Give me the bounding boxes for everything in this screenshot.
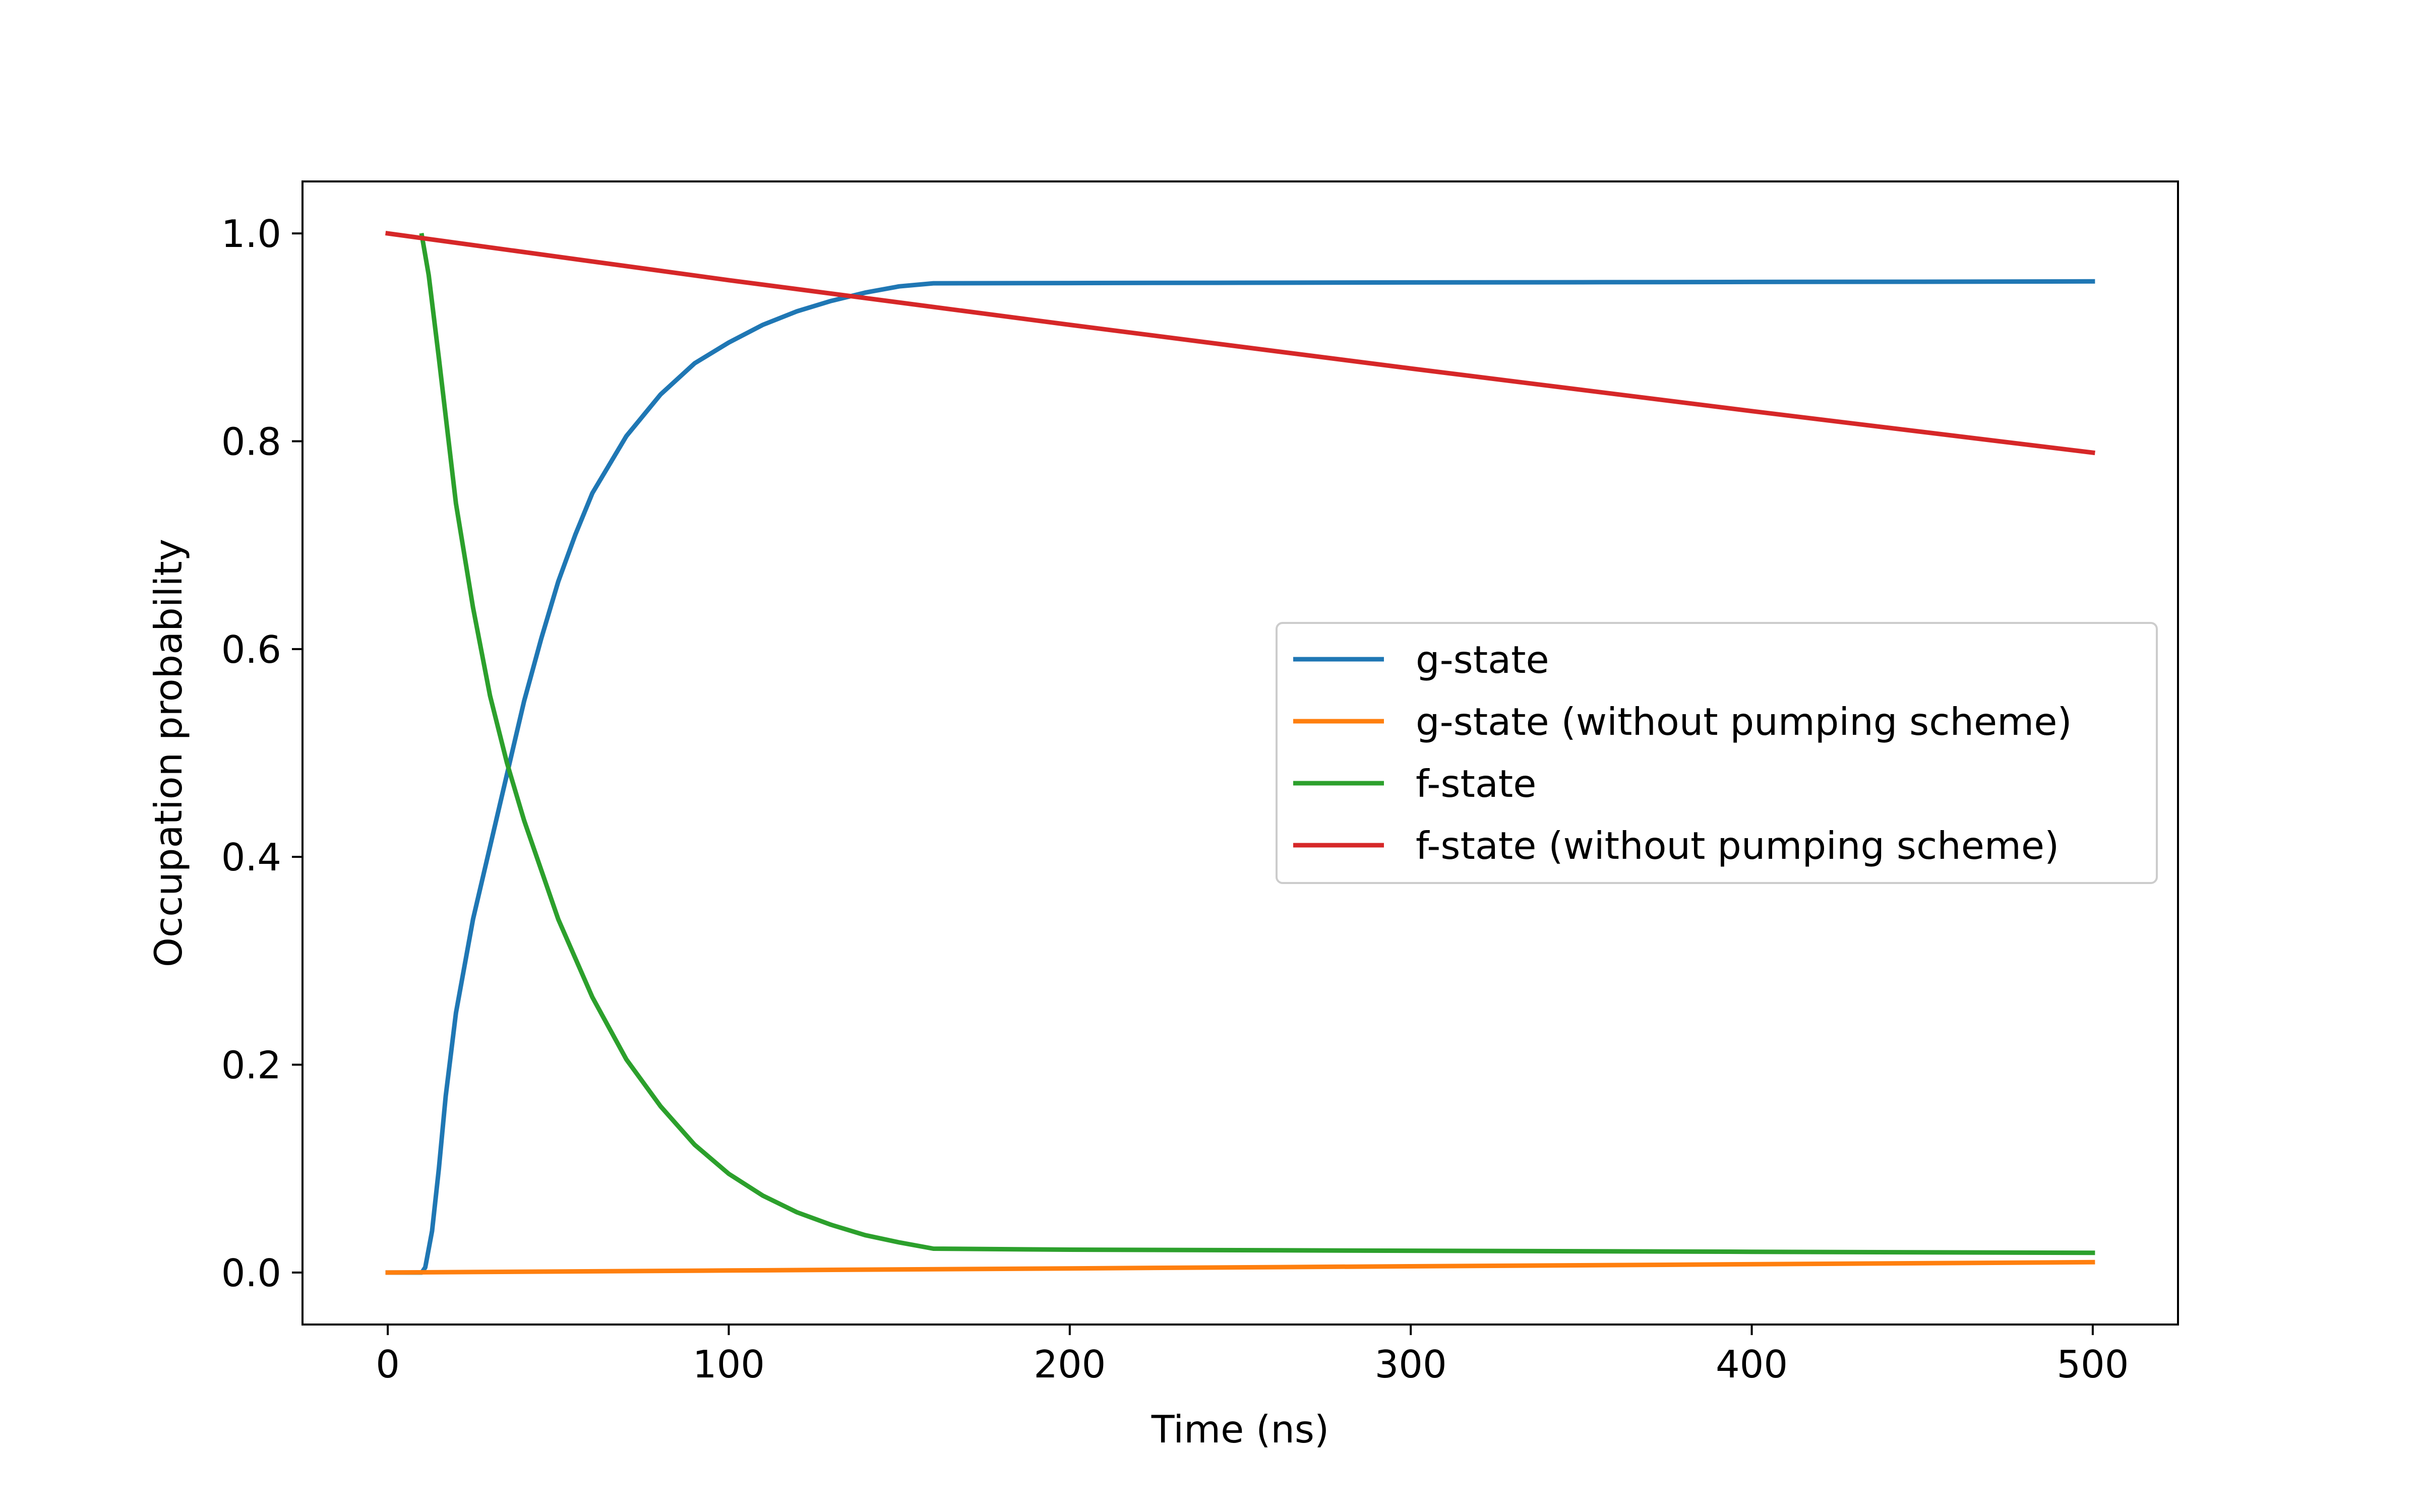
legend: g-state g-state (without pumping scheme) f… <box>1276 622 2158 884</box>
y-tick-label: 1.0 <box>221 212 281 256</box>
x-axis-label: Time (ns) <box>1151 1407 1329 1452</box>
y-axis-ticks: 0.0 0.2 0.4 0.6 0.8 1.0 <box>221 212 302 1295</box>
y-tick-label: 0.2 <box>221 1043 281 1088</box>
y-tick-label: 0.4 <box>221 835 281 879</box>
x-tick-label: 400 <box>1716 1342 1788 1387</box>
x-tick-label: 0 <box>376 1342 400 1387</box>
y-tick-label: 0.8 <box>221 419 281 464</box>
x-axis-ticks: 0 100 200 300 400 500 <box>376 1325 2129 1387</box>
x-tick-label: 500 <box>2056 1342 2129 1387</box>
axes-frame <box>301 180 2179 1326</box>
series-line-2 <box>385 1259 2095 1275</box>
legend-label-1: g-state <box>1416 638 1549 682</box>
legend-label-2: g-state (without pumping scheme) <box>1416 700 2072 744</box>
series-layer <box>385 231 2095 1275</box>
y-axis-label: Occupation probability <box>146 539 191 967</box>
legend-label-3: f-state <box>1416 762 1536 806</box>
legend-label-4: f-state (without pumping scheme) <box>1416 824 2059 868</box>
series-line-1 <box>385 279 2095 1275</box>
legend-frame <box>1276 622 2158 884</box>
y-tick-label: 0.6 <box>221 627 281 672</box>
x-tick-label: 200 <box>1034 1342 1106 1387</box>
x-tick-label: 100 <box>693 1342 765 1387</box>
y-tick-label: 0.0 <box>221 1251 281 1295</box>
x-tick-label: 300 <box>1375 1342 1447 1387</box>
series-line-3 <box>419 232 2095 1255</box>
series-line-4 <box>385 231 2095 456</box>
